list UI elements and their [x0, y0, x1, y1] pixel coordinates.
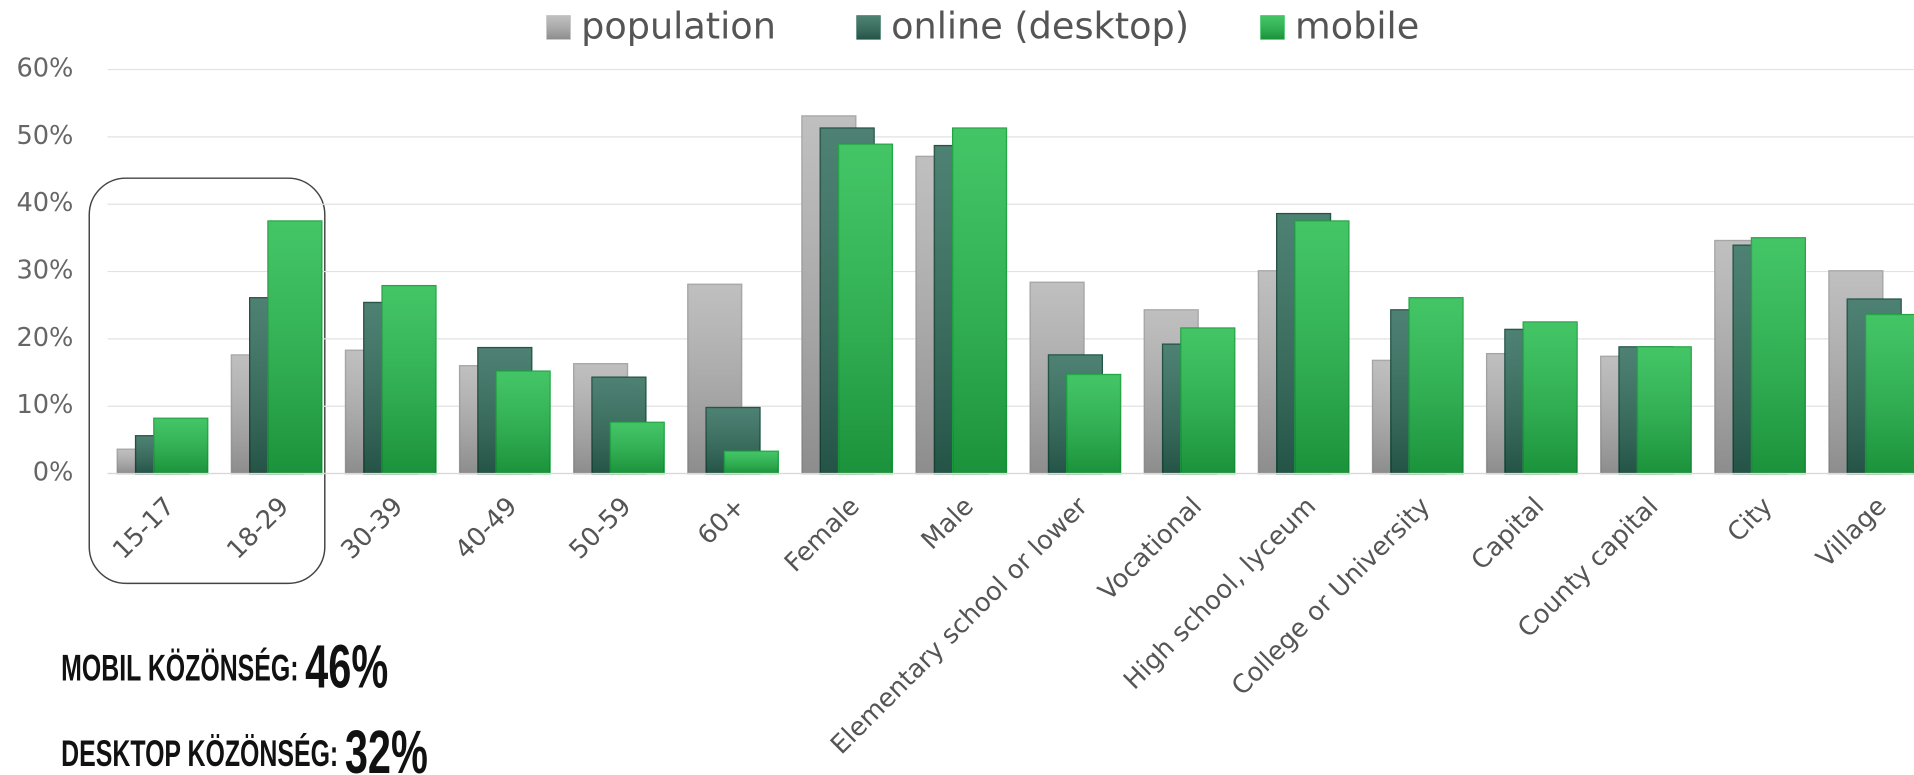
bar-shade: [1523, 322, 1577, 474]
bar-shade: [1066, 374, 1121, 474]
annotation-value: 46%: [305, 634, 388, 702]
y-tick-label: 40%: [16, 188, 73, 218]
x-tick-label: City: [1722, 492, 1779, 549]
x-tick-label: Male: [916, 492, 980, 556]
annotation-label: MOBIL KÖZÖNSÉG:: [61, 648, 298, 689]
bar-shade: [1295, 221, 1349, 474]
x-tick-label: College or University: [1226, 492, 1436, 702]
y-tick-label: 60%: [16, 54, 73, 84]
y-tick-label: 50%: [16, 121, 73, 151]
plot: 0% 10% 20% 30% 40% 50% 60% population online (de…: [16, 5, 1914, 760]
bar-shade: [952, 128, 1007, 474]
x-tick-label: Vocational: [1093, 492, 1208, 607]
annotation: DESKTOP KÖZÖNSÉG: 32%: [61, 719, 428, 775]
y-tick-label: 10%: [16, 390, 73, 420]
x-tick-label: Capital: [1466, 492, 1551, 577]
bar-shade: [496, 371, 550, 474]
legend-swatch-shade: [1260, 15, 1285, 40]
x-tick-label: 50-59: [564, 492, 638, 566]
bar-shade: [268, 221, 322, 474]
annotation: MOBIL KÖZÖNSÉG: 46%: [61, 634, 388, 702]
y-tick-label: 20%: [16, 323, 73, 353]
x-tick-label: 18-29: [221, 492, 295, 566]
bar-shade: [1865, 314, 1914, 474]
highlight-box: [88, 177, 326, 585]
bar-shade: [1180, 328, 1235, 474]
x-tick-label: 40-49: [449, 492, 523, 566]
legend-label: population: [581, 5, 776, 48]
x-tick-label: High school, lyceum: [1118, 492, 1322, 696]
legend-swatch-shade: [856, 15, 881, 40]
annotation-label: DESKTOP KÖZÖNSÉG:: [61, 734, 338, 775]
bar-shade: [1637, 346, 1692, 474]
x-tick-label: Village: [1811, 492, 1893, 574]
bar-shade: [610, 422, 665, 474]
bar-shade: [838, 144, 893, 474]
bar-shade: [724, 451, 779, 474]
bar-shade: [382, 285, 436, 474]
x-tick-label: 15-17: [107, 492, 181, 566]
annotation-value: 32%: [345, 719, 428, 775]
legend-swatch-shade: [546, 15, 571, 40]
bar-shade: [1409, 297, 1463, 474]
bar-shade: [1751, 237, 1806, 474]
y-tick-label: 0%: [33, 458, 74, 488]
bar-shade: [153, 418, 208, 474]
legend-label: online (desktop): [891, 5, 1189, 48]
x-tick-label: 60+: [692, 492, 751, 551]
x-tick-label: 30-39: [335, 492, 409, 566]
x-tick-label: Female: [779, 492, 866, 579]
legend-label: mobile: [1295, 5, 1419, 48]
y-tick-label: 30%: [16, 256, 73, 286]
